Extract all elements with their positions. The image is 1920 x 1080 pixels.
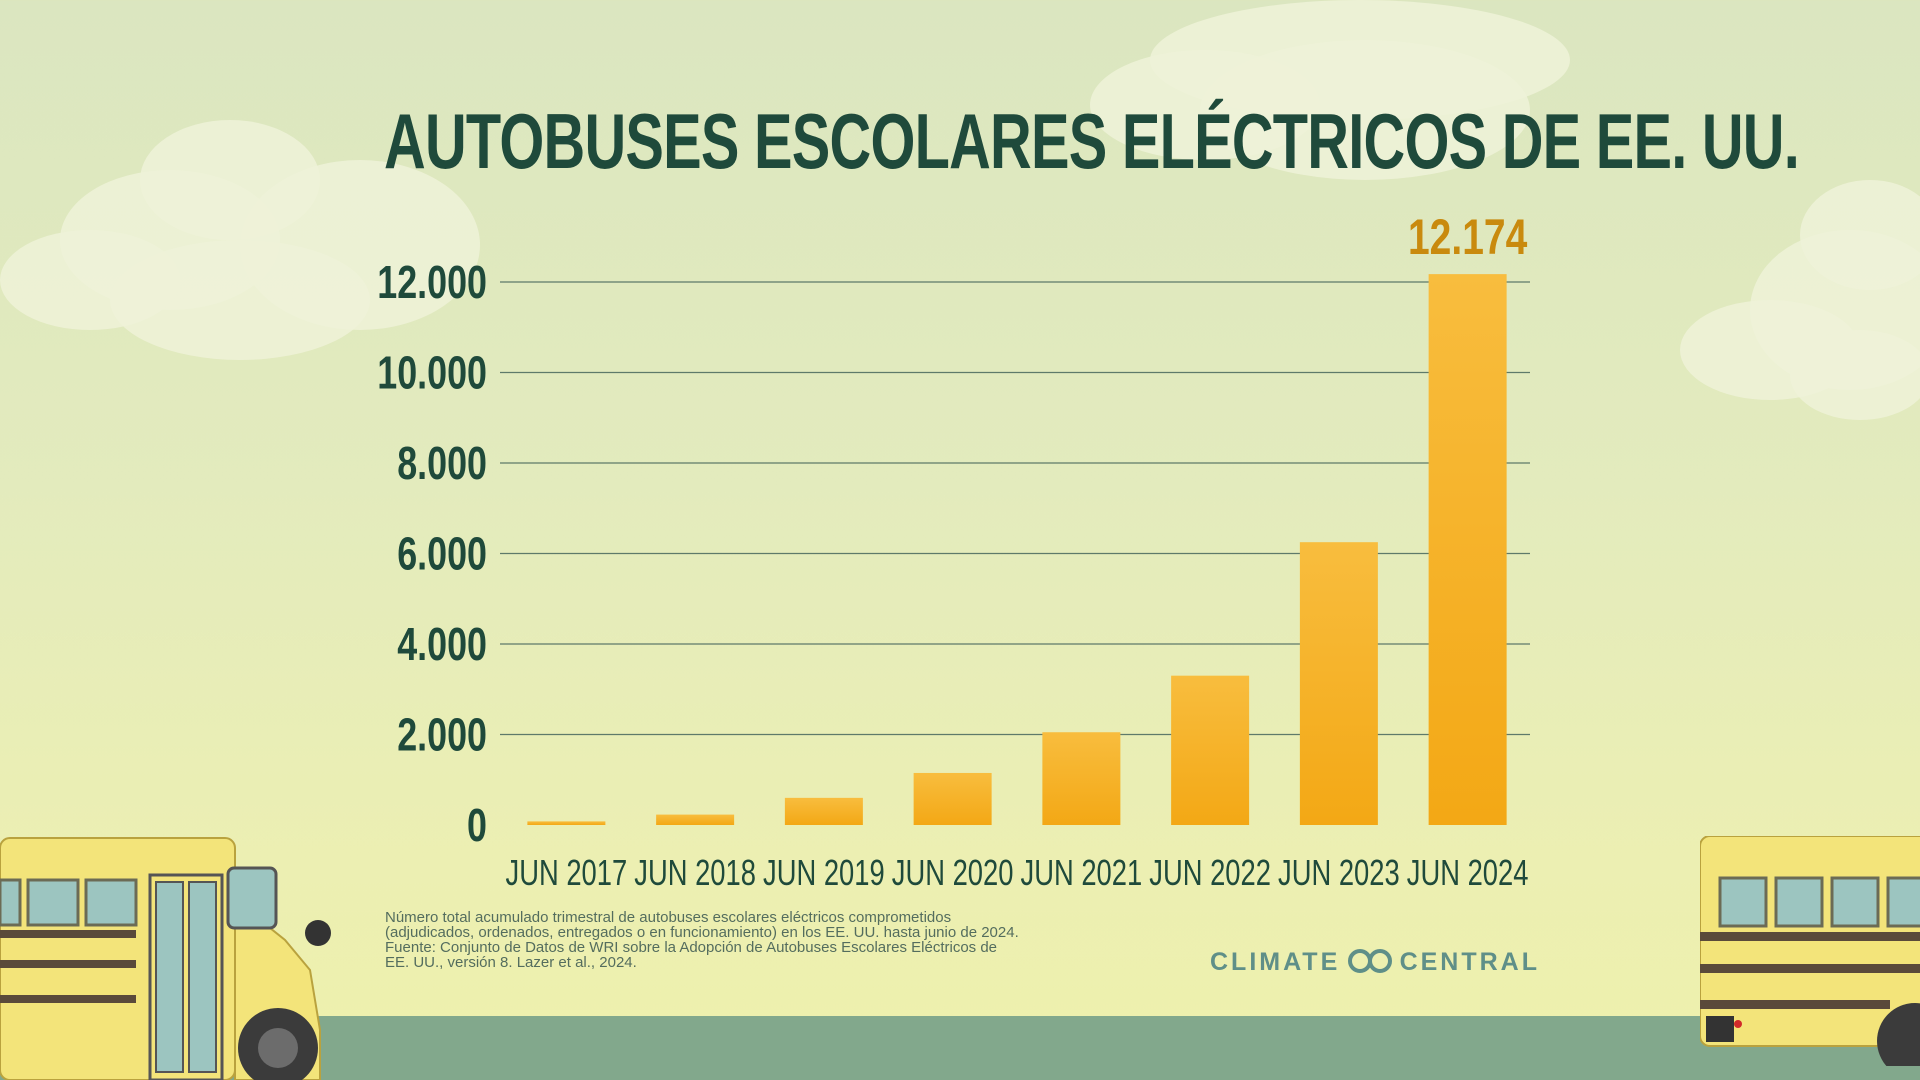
source-footnote: Número total acumulado trimestral de aut… [385,910,1125,970]
bar [913,772,992,825]
y-tick-label: 2.000 [397,709,487,760]
cloud-decoration [1790,330,1920,420]
x-tick-label: JUN 2023 [1278,852,1400,893]
school-bus-right-illustration [1700,836,1920,1066]
logo-text-left: CLIMATE [1210,947,1341,976]
footnote-line: Fuente: Conjunto de Datos de WRI sobre l… [385,939,998,956]
footnote-line: (adjudicados, ordenados, entregados o en… [385,924,1019,941]
y-tick-label: 4.000 [397,619,487,670]
bar [1428,274,1507,826]
school-bus-left-illustration [0,837,331,1080]
y-tick-label: 12.000 [377,257,487,308]
cloud-decoration [1200,40,1530,180]
climate-central-logo: CLIMATE CENTRAL [1210,945,1540,979]
bar [1042,732,1121,825]
bar [1171,675,1250,825]
data-label: 12.174 [1408,208,1527,265]
bar [656,814,735,825]
cloud-decoration [1800,180,1920,290]
x-tick-label: JUN 2022 [1149,852,1271,893]
y-tick-label: 10.000 [377,347,487,398]
x-tick-label: JUN 2020 [892,852,1014,893]
cloud-decoration [110,240,370,360]
logo-text-right: CENTRAL [1399,947,1540,976]
bar [1299,542,1378,825]
x-tick-label: JUN 2019 [763,852,885,893]
y-tick-label: 8.000 [397,438,487,489]
climate-central-rings-icon [1348,948,1393,976]
bar [784,797,863,825]
bar [527,821,606,825]
x-tick-label: JUN 2024 [1407,852,1529,893]
x-tick-label: JUN 2018 [634,852,756,893]
y-tick-label: 6.000 [397,528,487,579]
x-tick-label: JUN 2021 [1021,852,1143,893]
footnote-line: EE. UU., versión 8. Lazer et al., 2024. [385,954,637,971]
x-tick-label: JUN 2017 [506,852,628,893]
y-tick-label: 0 [467,800,487,851]
footnote-line: Número total acumulado trimestral de aut… [385,909,952,926]
